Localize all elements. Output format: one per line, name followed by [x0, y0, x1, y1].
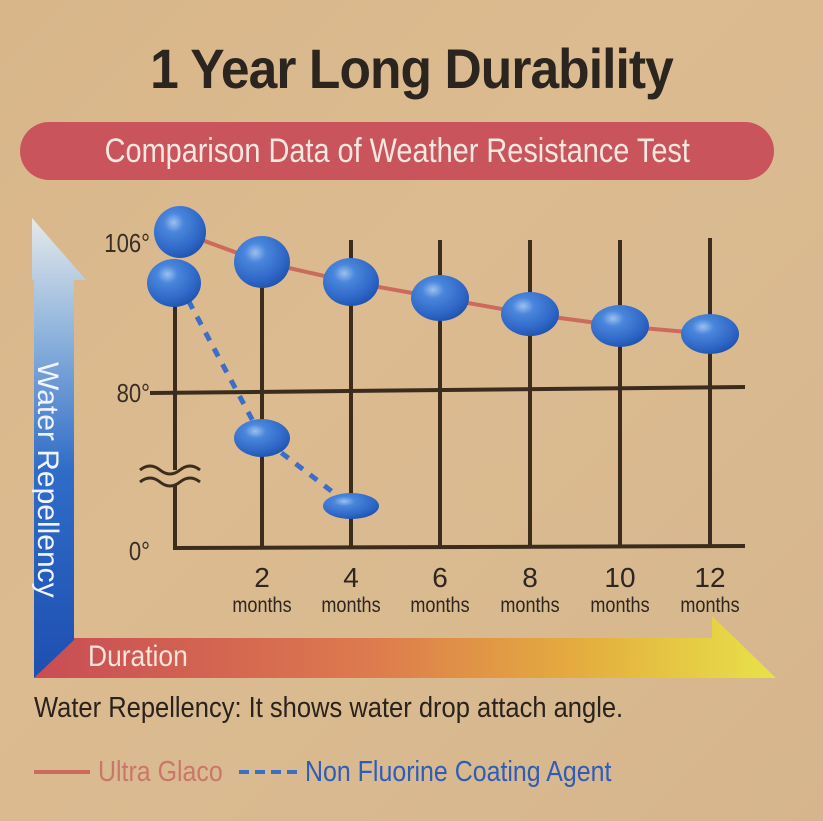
footnote: Water Repellency: It shows water drop at…	[34, 692, 624, 724]
x-tick-12: 12	[694, 562, 726, 593]
legend: Ultra Glaco Non Fluorine Coating Agent	[34, 752, 661, 792]
legend-non-fluorine: Non Fluorine Coating Agent	[305, 755, 612, 788]
x-tick-6: 6	[432, 562, 448, 593]
legend-ultra-glaco: Ultra Glaco	[98, 755, 223, 788]
axis-break-icon	[139, 464, 201, 488]
x-tick-unit: months	[680, 594, 740, 617]
subtitle-text: Comparison Data of Weather Resistance Te…	[104, 131, 690, 170]
y-tick-106: 106°	[104, 228, 150, 258]
x-tick-4: 4	[343, 562, 359, 593]
ultra-glaco-drops	[154, 206, 739, 354]
chart-title: 1 Year Long Durability	[150, 37, 674, 100]
subtitle-banner: Comparison Data of Weather Resistance Te…	[20, 122, 774, 180]
x-tick-unit: months	[232, 594, 292, 617]
x-tick-unit: months	[500, 594, 560, 617]
x-tick-unit: months	[590, 594, 650, 617]
x-axis-label: Duration	[88, 640, 188, 673]
y-tick-0: 0°	[128, 536, 150, 566]
x-tick-2: 2	[254, 562, 270, 593]
legend-solid-line-icon	[34, 770, 90, 774]
x-tick-10: 10	[604, 562, 636, 593]
x-tick-8: 8	[522, 562, 538, 593]
legend-dashed-line-icon	[239, 770, 298, 774]
x-tick-unit: months	[321, 594, 381, 617]
x-tick-unit: months	[410, 594, 470, 617]
non-fluorine-drops	[147, 259, 379, 519]
y-tick-80: 80°	[116, 378, 150, 408]
